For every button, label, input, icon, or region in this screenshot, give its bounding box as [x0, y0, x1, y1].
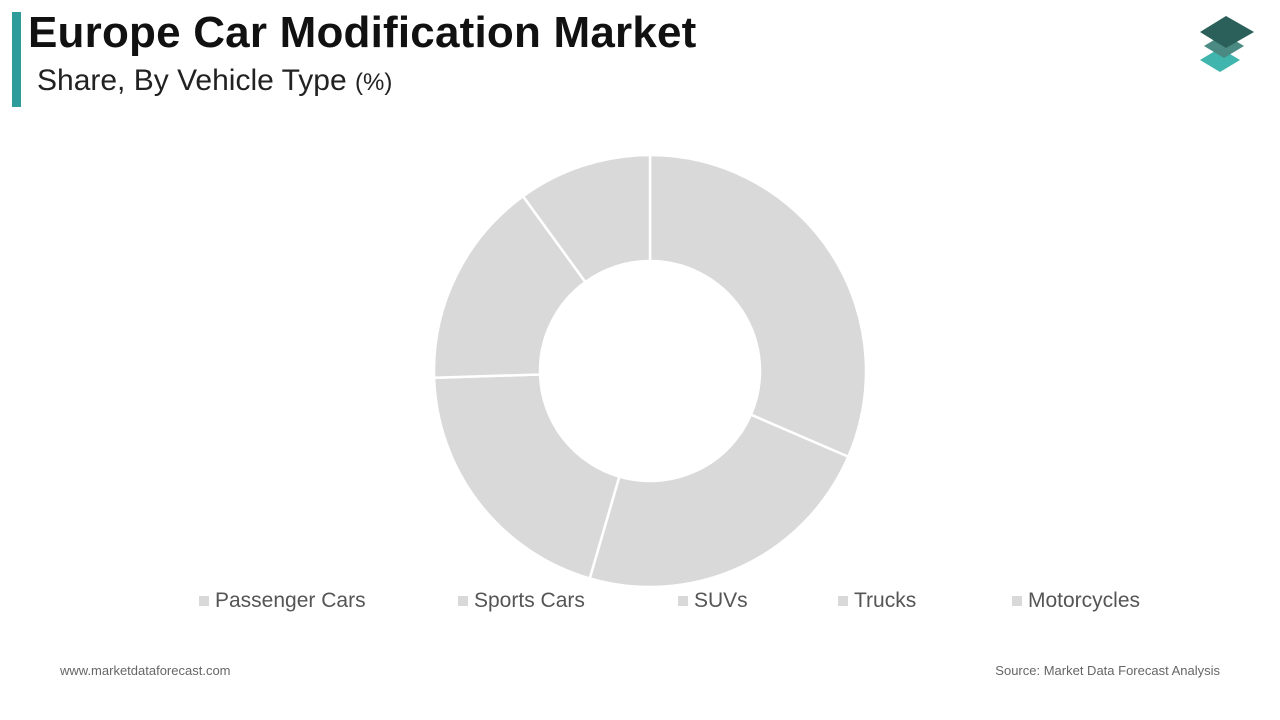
legend-label-sports-cars: Sports Cars — [474, 589, 585, 612]
legend-item-sports-cars: Sports Cars — [458, 588, 585, 614]
chart-subtitle: Share, By Vehicle Type (%) — [37, 64, 392, 98]
legend-label-motorcycles: Motorcycles — [1028, 589, 1141, 612]
donut-slice-passenger-cars — [648, 153, 868, 459]
legend-swatch-passenger-cars — [199, 596, 209, 606]
logo-layer-top — [1200, 16, 1254, 48]
brand-logo-icon — [1200, 16, 1254, 72]
legend-label-passenger-cars: Passenger Cars — [215, 589, 366, 612]
donut-slice-trucks — [432, 194, 588, 380]
legend-swatch-motorcycles — [1012, 596, 1022, 606]
legend-item-passenger-cars: Passenger Cars — [199, 588, 366, 614]
legend-label-trucks: Trucks — [854, 589, 917, 612]
chart-title: Europe Car Modification Market — [28, 8, 697, 57]
subtitle-text: Share, By Vehicle Type — [37, 64, 347, 97]
legend-swatch-sports-cars — [458, 596, 468, 606]
chart-legend: Passenger Cars Sports Cars SUVs Trucks Motor… — [0, 588, 1280, 614]
footer-source: Source: Market Data Forecast Analysis — [995, 663, 1220, 678]
legend-swatch-trucks — [838, 596, 848, 606]
donut-slice-suvs — [432, 373, 621, 580]
donut-slice-motorcycles — [521, 153, 652, 284]
legend-label-suvs: SUVs — [694, 589, 748, 612]
subtitle-unit: (%) — [354, 69, 393, 96]
legend-item-trucks: Trucks — [838, 588, 916, 614]
legend-swatch-suvs — [678, 596, 688, 606]
title-accent-bar — [12, 12, 21, 107]
donut-slice-sports-cars — [588, 413, 850, 589]
footer-website: www.marketdataforecast.com — [60, 663, 231, 678]
legend-item-suvs: SUVs — [678, 588, 748, 614]
donut-slices — [432, 153, 868, 589]
legend-item-motorcycles: Motorcycles — [1012, 588, 1140, 614]
